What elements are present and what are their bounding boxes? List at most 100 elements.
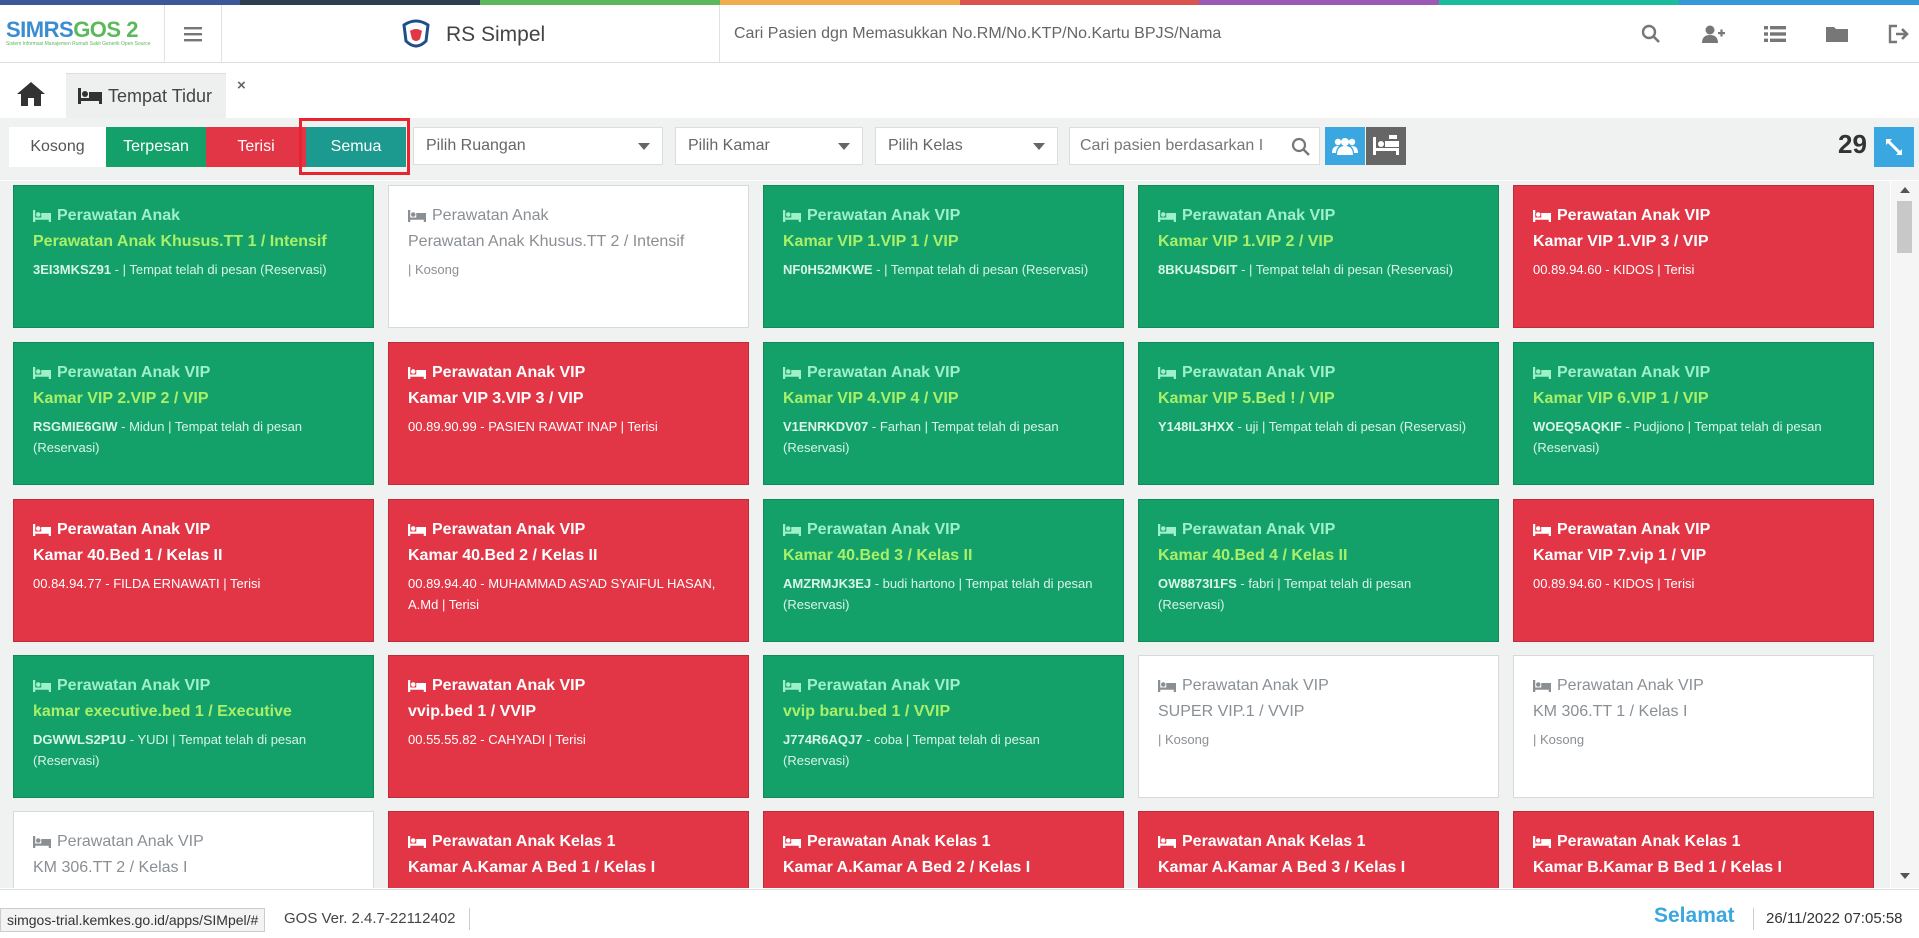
- bed-icon: [783, 367, 801, 379]
- bed-info: | Kosong: [33, 885, 354, 888]
- patients-view-button[interactable]: [1325, 127, 1365, 165]
- bed-card[interactable]: Perawatan Anak VIP Kamar VIP 1.VIP 1 / VI…: [763, 185, 1124, 328]
- bed-card[interactable]: Perawatan Anak VIP Kamar VIP 7.vip 1 / VI…: [1513, 499, 1874, 642]
- bed-info: | Kosong: [1158, 729, 1479, 750]
- bed-info: 00.89.51.13 - DINI | Terisi: [783, 885, 1104, 888]
- bed-info: 00.89.92.75 - ALEX SANDERSKO | Terisi: [1158, 885, 1479, 888]
- bed-status-text: - fabri | Tempat telah di pesan (Reserva…: [1158, 576, 1412, 612]
- bed-unit-label: Perawatan Anak VIP: [57, 833, 204, 850]
- app-logo[interactable]: SIMRSGOS 2 Sistem Informasi Manajemen Ru…: [6, 19, 154, 49]
- bed-card[interactable]: Perawatan Anak VIP Kamar VIP 4.VIP 4 / VI…: [763, 342, 1124, 485]
- logo-text-b: GOS 2: [73, 17, 138, 42]
- bed-card[interactable]: Perawatan Anak VIP KM 306.TT 1 / Kelas I …: [1513, 655, 1874, 798]
- bed-unit-title: Perawatan Anak Kelas 1: [1533, 832, 1854, 852]
- bed-room-label: Kamar 40.Bed 2 / Kelas II: [408, 547, 598, 564]
- bed-view-button[interactable]: [1366, 127, 1406, 165]
- bed-unit-title: Perawatan Anak Kelas 1: [408, 832, 729, 852]
- bed-unit-label: Perawatan Anak VIP: [1182, 521, 1336, 538]
- class-select[interactable]: Pilih Kelas: [875, 127, 1058, 165]
- class-select-value: Pilih Kelas: [888, 137, 963, 154]
- bed-card[interactable]: Perawatan Anak VIP Kamar VIP 5.Bed ! / VI…: [1138, 342, 1499, 485]
- booking-code: 3EI3MKSZ91: [33, 262, 112, 277]
- bed-status-text: - | Tempat telah di pesan (Reservasi): [872, 262, 1089, 277]
- scroll-up-icon[interactable]: [1900, 187, 1910, 193]
- room-select[interactable]: Pilih Ruangan: [413, 127, 663, 165]
- bed-card[interactable]: Perawatan Anak Perawatan Anak Khusus.TT 1…: [13, 185, 374, 328]
- app-version: GOS Ver. 2.4.7-22112402: [284, 910, 456, 927]
- bed-status-text: | Kosong: [1533, 732, 1585, 747]
- filter-semua-button[interactable]: Semua: [306, 127, 406, 167]
- bed-unit-label: Perawatan Anak VIP: [57, 677, 211, 694]
- bed-room-label: KM 306.TT 1 / Kelas I: [1533, 703, 1688, 720]
- bed-unit-label: Perawatan Anak VIP: [1557, 677, 1704, 694]
- bed-card[interactable]: Perawatan Anak VIP Kamar 40.Bed 1 / Kelas…: [13, 499, 374, 642]
- add-user-icon: [1702, 25, 1725, 43]
- tab-tempat-tidur[interactable]: Tempat Tidur: [66, 73, 227, 118]
- footer-divider: [469, 908, 470, 930]
- bed-room-label: Kamar VIP 1.VIP 3 / VIP: [1533, 233, 1709, 250]
- booking-code: RSGMIE6GIW: [33, 419, 118, 434]
- filter-kosong-button[interactable]: Kosong: [9, 127, 106, 167]
- tab-close-icon[interactable]: ×: [237, 77, 246, 94]
- patient-search-input[interactable]: Cari Pasien dgn Memasukkan No.RM/No.KTP/…: [719, 5, 1633, 62]
- bed-card[interactable]: Perawatan Anak VIP Kamar 40.Bed 3 / Kelas…: [763, 499, 1124, 642]
- filter-terpesan-button[interactable]: Terpesan: [106, 127, 206, 167]
- bed-icon: [1533, 210, 1551, 222]
- menu-toggle-button[interactable]: [164, 5, 222, 62]
- bed-card[interactable]: Perawatan Anak Kelas 1 Kamar A.Kamar A Be…: [763, 811, 1124, 888]
- booking-code: V1ENRKDV07: [783, 419, 869, 434]
- bed-unit-title: Perawatan Anak VIP: [408, 520, 729, 540]
- home-button[interactable]: [16, 81, 56, 111]
- bed-icon: [1533, 836, 1551, 848]
- bed-patient-search-placeholder: Cari pasien berdasarkan I: [1080, 137, 1264, 154]
- scrollbar-thumb[interactable]: [1897, 201, 1912, 253]
- bed-card[interactable]: Perawatan Anak VIP Kamar VIP 6.VIP 1 / VI…: [1513, 342, 1874, 485]
- chamber-select[interactable]: Pilih Kamar: [675, 127, 863, 165]
- booking-code: Y148IL3HXX: [1158, 419, 1234, 434]
- bed-card[interactable]: Perawatan Anak Kelas 1 Kamar A.Kamar A Be…: [388, 811, 749, 888]
- logout-button[interactable]: [1868, 5, 1919, 62]
- search-button[interactable]: [1620, 5, 1682, 62]
- expand-icon: [1886, 139, 1902, 155]
- scrollbar[interactable]: [1891, 181, 1919, 888]
- filter-terisi-button[interactable]: Terisi: [206, 127, 306, 167]
- bed-card[interactable]: Perawatan Anak VIP SUPER VIP.1 / VVIP | K…: [1138, 655, 1499, 798]
- bed-room-label: kamar executive.bed 1 / Executive: [33, 703, 292, 720]
- bed-card[interactable]: Perawatan Anak VIP Kamar 40.Bed 4 / Kelas…: [1138, 499, 1499, 642]
- bed-icon: [408, 680, 426, 692]
- list-button[interactable]: [1744, 5, 1806, 62]
- add-user-button[interactable]: [1682, 5, 1744, 62]
- bed-card[interactable]: Perawatan Anak VIP Kamar VIP 1.VIP 2 / VI…: [1138, 185, 1499, 328]
- bed-card[interactable]: Perawatan Anak VIP kamar executive.bed 1 …: [13, 655, 374, 798]
- bed-room-label: Kamar VIP 3.VIP 3 / VIP: [408, 390, 584, 407]
- bed-room-label: Kamar VIP 1.VIP 2 / VIP: [1158, 233, 1334, 250]
- scroll-down-icon[interactable]: [1900, 873, 1910, 879]
- bed-card[interactable]: Perawatan Anak Perawatan Anak Khusus.TT 2…: [388, 185, 749, 328]
- bed-info: RSGMIE6GIW - Midun | Tempat telah di pes…: [33, 416, 354, 458]
- booking-code: AMZRMJK3EJ: [783, 576, 872, 591]
- bed-card[interactable]: Perawatan Anak VIP Kamar 40.Bed 2 / Kelas…: [388, 499, 749, 642]
- bed-card[interactable]: Perawatan Anak VIP vvip.bed 1 / VVIP 00.55…: [388, 655, 749, 798]
- bed-card[interactable]: Perawatan Anak VIP vvip baru.bed 1 / VVIP…: [763, 655, 1124, 798]
- folder-button[interactable]: [1806, 5, 1868, 62]
- bed-unit-label: Perawatan Anak VIP: [1182, 364, 1336, 381]
- bed-card[interactable]: Perawatan Anak VIP KM 306.TT 2 / Kelas I …: [13, 811, 374, 888]
- bed-card[interactable]: Perawatan Anak VIP Kamar VIP 2.VIP 2 / VI…: [13, 342, 374, 485]
- bed-info: OW8873I1FS - fabri | Tempat telah di pes…: [1158, 573, 1479, 615]
- bed-unit-title: Perawatan Anak VIP: [1158, 676, 1479, 696]
- bed-info: 3EI3MKSZ91 - | Tempat telah di pesan (Re…: [33, 259, 354, 280]
- bed-unit-label: Perawatan Anak: [432, 207, 549, 224]
- bed-card[interactable]: Perawatan Anak VIP Kamar VIP 3.VIP 3 / VI…: [388, 342, 749, 485]
- bed-card[interactable]: Perawatan Anak VIP Kamar VIP 1.VIP 3 / VI…: [1513, 185, 1874, 328]
- bed-status-text: 00.55.55.82 - CAHYADI | Terisi: [408, 732, 586, 747]
- bed-unit-title: Perawatan Anak VIP: [1533, 520, 1854, 540]
- bed-status-text: - | Tempat telah di pesan (Reservasi): [1237, 262, 1454, 277]
- fullscreen-button[interactable]: [1874, 127, 1914, 167]
- bed-card[interactable]: Perawatan Anak Kelas 1 Kamar A.Kamar A Be…: [1138, 811, 1499, 888]
- bed-icon: [783, 524, 801, 536]
- bed-icon: [408, 367, 426, 379]
- bed-patient-search-input[interactable]: Cari pasien berdasarkan I: [1069, 127, 1320, 165]
- bed-icon: [78, 88, 102, 104]
- bed-card[interactable]: Perawatan Anak Kelas 1 Kamar B.Kamar B Be…: [1513, 811, 1874, 888]
- search-icon: [1291, 137, 1310, 156]
